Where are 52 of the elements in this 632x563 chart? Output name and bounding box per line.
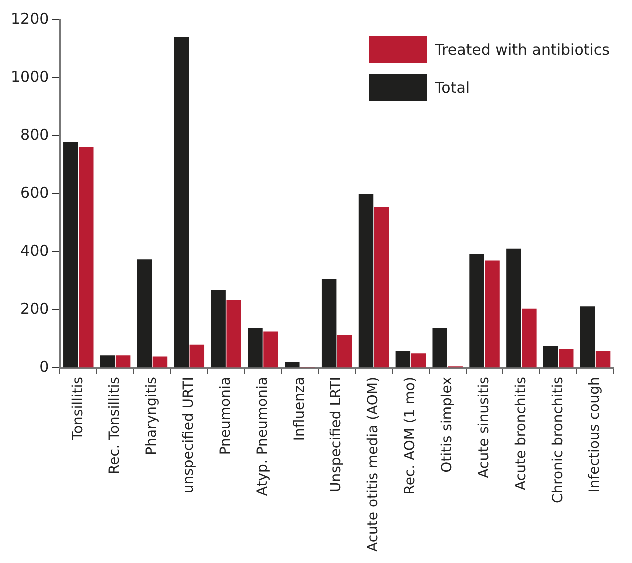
bar <box>374 207 390 368</box>
x-tick-label: Rec. Tonsillitis <box>107 377 124 475</box>
bar <box>559 349 574 368</box>
bar <box>522 308 537 368</box>
bar <box>174 37 190 368</box>
bar <box>264 332 278 368</box>
x-tick-label: Acute bronchitis <box>513 377 530 490</box>
x-tick-label: Otitis simplex <box>439 377 456 473</box>
x-tick-label: Chronic bronchitis <box>550 377 566 504</box>
bar <box>248 328 263 368</box>
bar <box>411 354 426 368</box>
x-tick-label: Infectious cough <box>587 377 604 493</box>
y-tick-label: 200 <box>20 300 50 318</box>
y-tick-label: 1000 <box>10 68 50 86</box>
y-tick-label: 400 <box>20 242 50 260</box>
y-tick-label: 800 <box>20 126 50 144</box>
bar <box>100 356 116 368</box>
x-tick-label: Acute otitis media (AOM) <box>366 377 382 552</box>
bar <box>432 328 448 368</box>
bar <box>358 194 374 368</box>
bar <box>337 335 352 368</box>
x-tick-label: Acute sinusitis <box>476 377 492 478</box>
bar <box>226 300 242 368</box>
bar <box>285 362 300 368</box>
bar <box>396 351 411 368</box>
legend-label: Treated with antibiotics <box>435 40 610 58</box>
y-tick-label: 1200 <box>10 10 50 28</box>
bar <box>64 142 78 368</box>
x-tick-label: Tonsillitis <box>70 377 86 442</box>
bar <box>580 306 596 368</box>
bar <box>190 344 205 368</box>
bar <box>506 248 522 368</box>
bar <box>152 356 168 368</box>
bar <box>544 346 558 368</box>
bar <box>596 351 611 368</box>
bar <box>322 279 337 368</box>
x-tick-label: Pneumonia <box>218 377 234 456</box>
x-tick-label: Pharyngitis <box>144 377 160 456</box>
x-tick-label: Atyp. Pneumonia <box>254 377 271 496</box>
x-tick-label: Influenza <box>292 377 308 442</box>
bar <box>470 254 484 368</box>
bar <box>79 147 94 368</box>
x-tick-label: unspecified URTI <box>181 377 198 494</box>
bar <box>116 356 131 368</box>
x-tick-label: Rec. AOM (1 mo) <box>402 377 419 495</box>
x-tick-label: Unspecified LRTI <box>328 377 345 493</box>
legend-label: Total <box>435 78 470 96</box>
y-tick-label: 0 <box>40 358 50 376</box>
y-tick-label: 600 <box>20 184 50 202</box>
bar <box>485 260 500 368</box>
bar <box>137 260 152 368</box>
bar <box>211 290 226 368</box>
